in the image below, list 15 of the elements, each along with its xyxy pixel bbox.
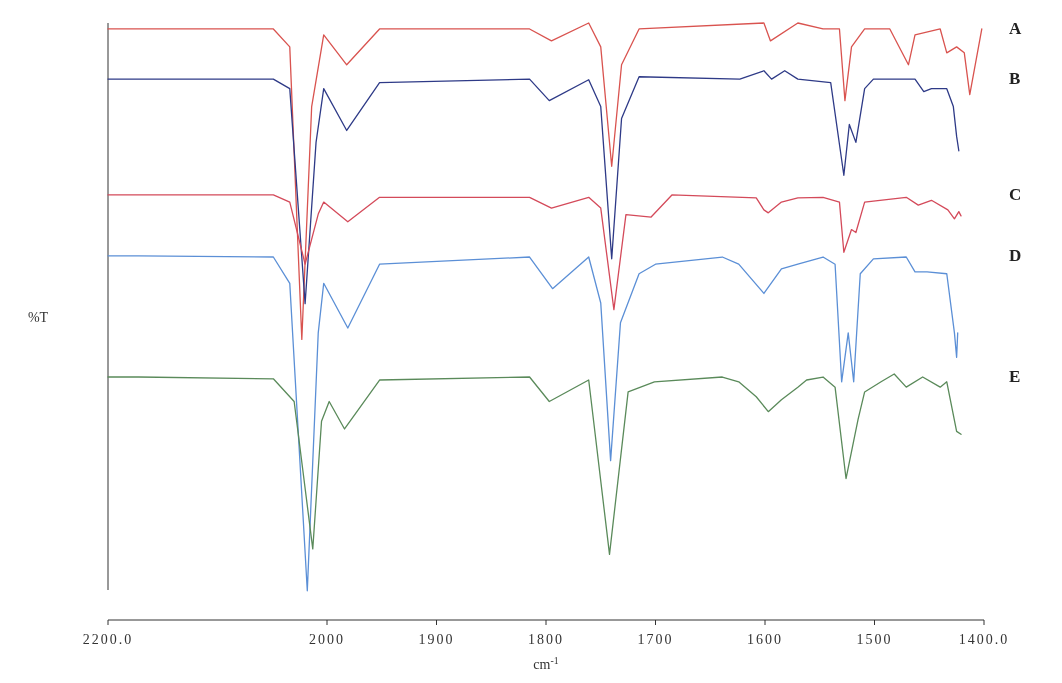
x-tick-label: 1800	[528, 632, 564, 647]
series-label: A	[1009, 18, 1022, 38]
x-tick-label: 1700	[637, 632, 674, 647]
x-axis-title: cm$^{-1}$	[533, 654, 559, 672]
text: D	[1009, 245, 1022, 265]
x-tick-label: 1500	[856, 632, 893, 647]
x-tick-label: 1900	[418, 632, 455, 647]
y-axis-title: %T	[27, 309, 49, 325]
text: E	[1009, 367, 1021, 387]
x-tick-label: 1600	[747, 632, 783, 647]
text: B	[1009, 69, 1021, 89]
x-tick-label: 2200.0	[82, 632, 134, 647]
x-tick-label: 1400.0	[958, 632, 1010, 647]
x-tick-label: 2000	[309, 632, 345, 647]
text: C	[1009, 184, 1022, 204]
